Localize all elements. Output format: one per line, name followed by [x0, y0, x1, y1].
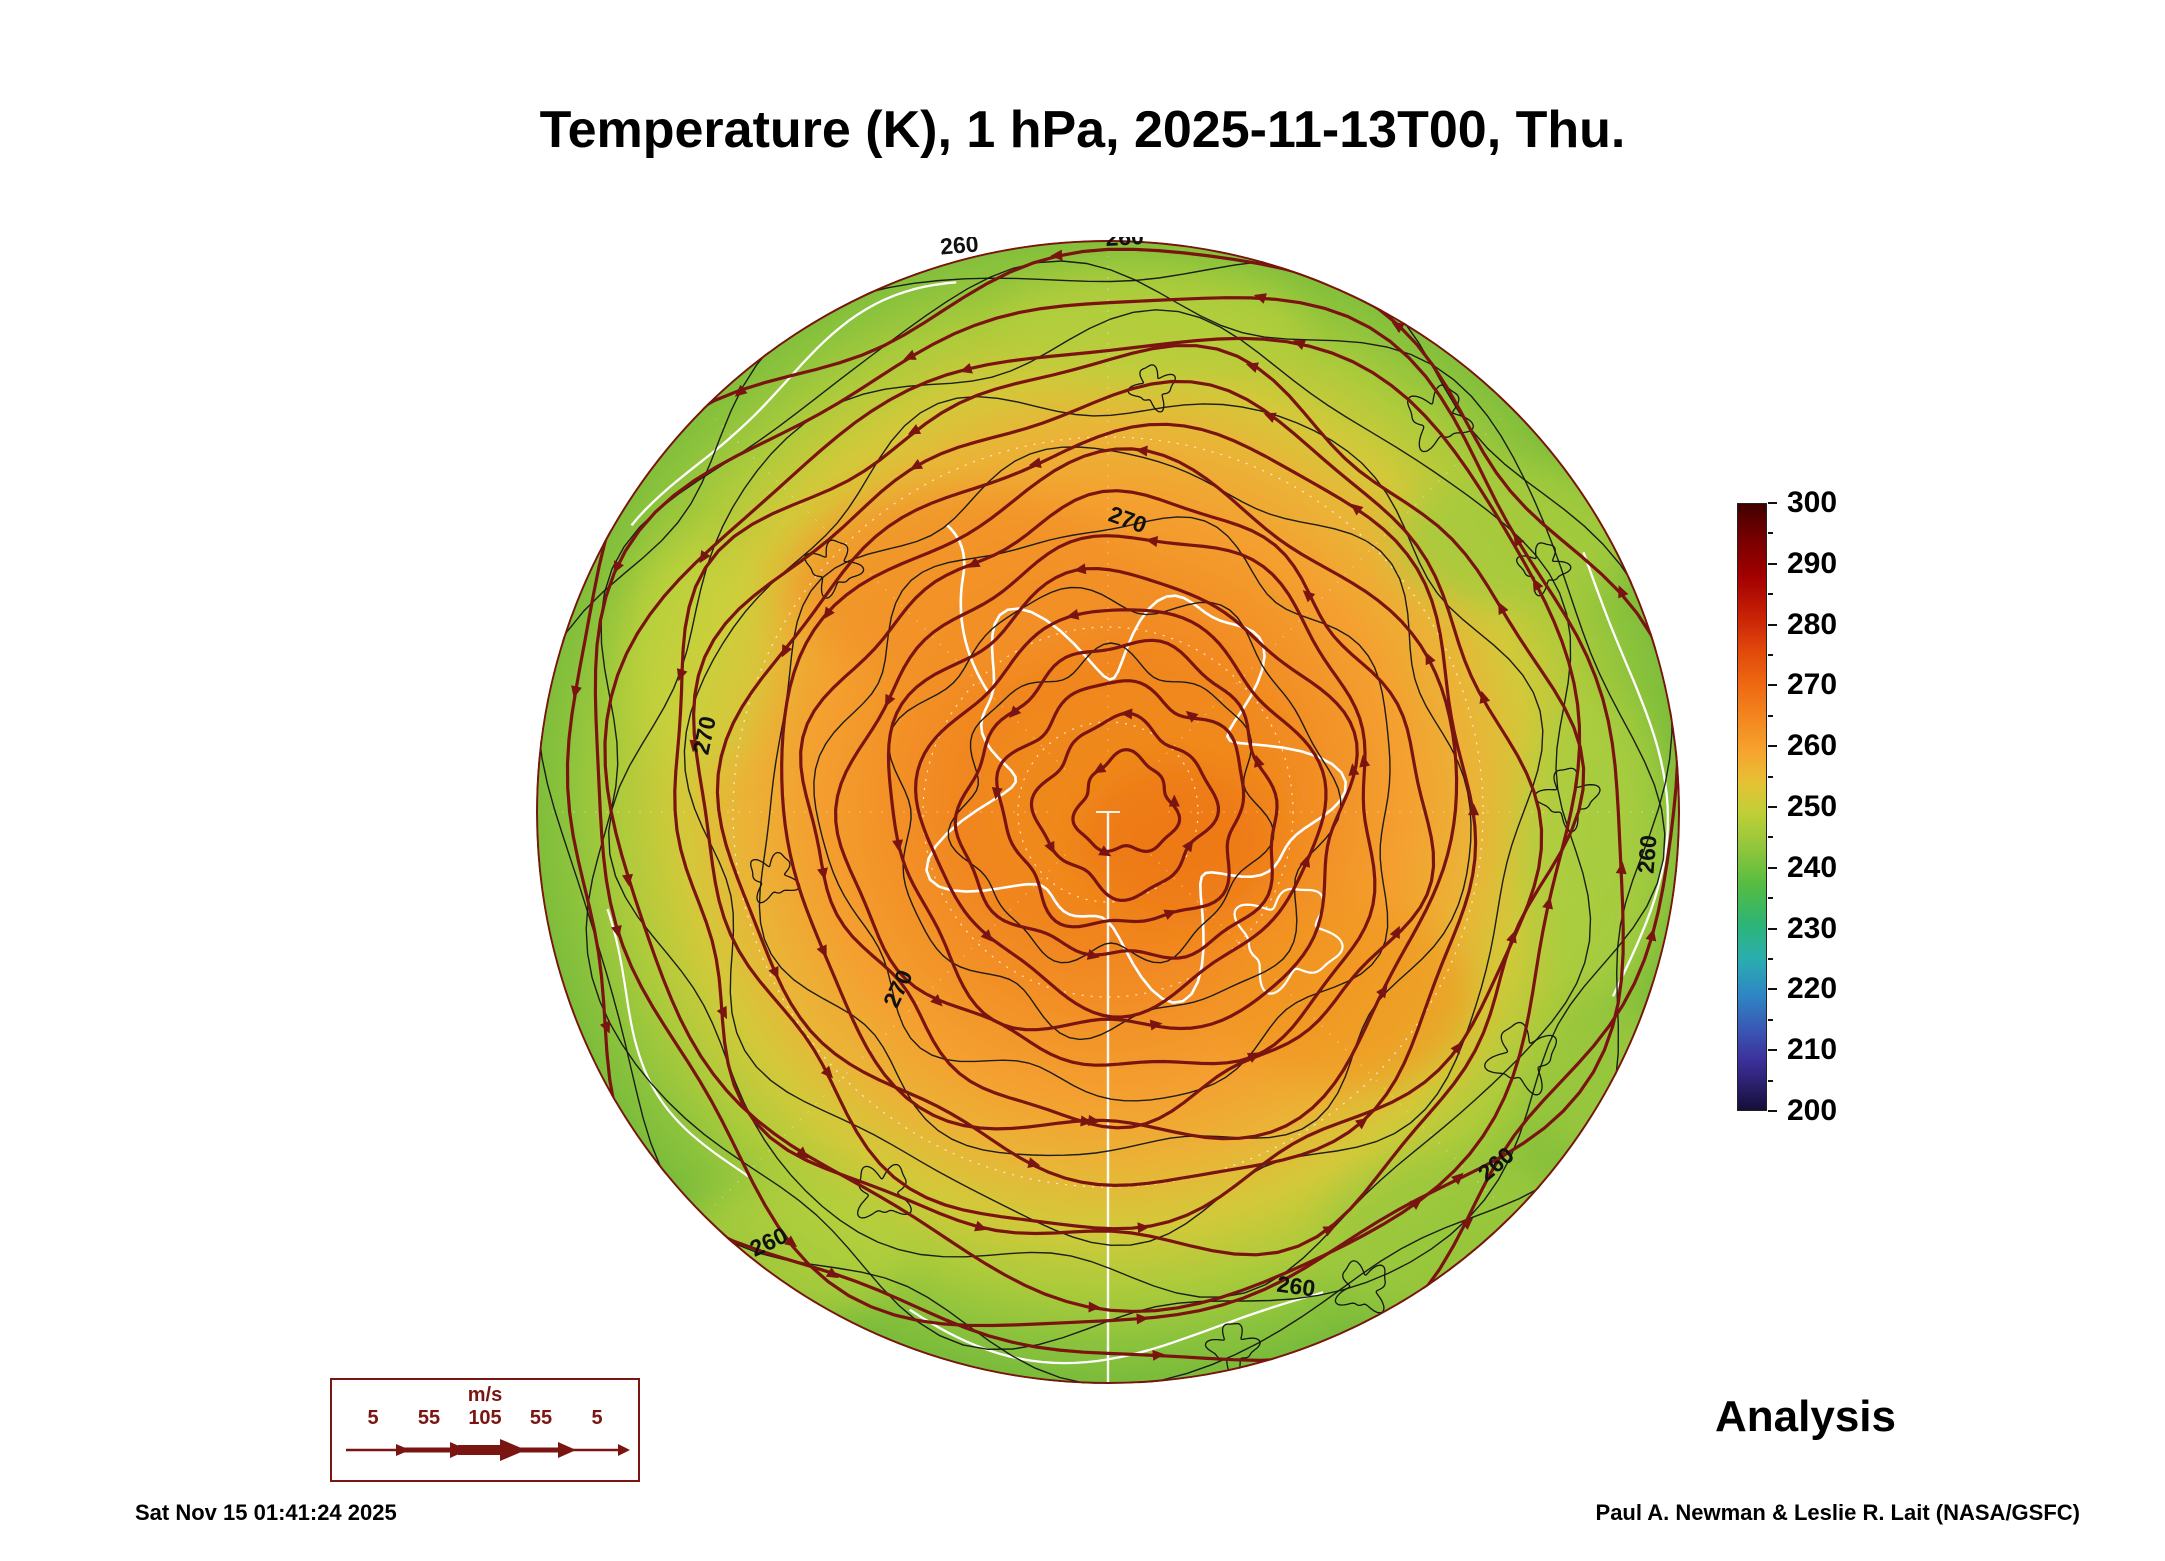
colorbar-tick-label: 220: [1787, 972, 1838, 1006]
polar-map-area: 260 270 260 270 270 260 260 260 260: [533, 223, 1683, 1387]
colorbar-gradient: [1737, 503, 1767, 1111]
wind-speed-value: 55: [529, 1407, 553, 1429]
colorbar-tick-mark: [1768, 866, 1777, 869]
colorbar-minor-tick: [1768, 897, 1773, 900]
contour-label: 260: [1275, 1271, 1317, 1302]
colorbar-tick-mark: [1768, 1110, 1777, 1112]
colorbar-tick-label: 270: [1787, 668, 1838, 702]
wind-speed-legend: m/s 5 55 105 55 5: [330, 1378, 640, 1482]
wind-speed-value: 55: [417, 1407, 441, 1429]
page-title: Temperature (K), 1 hPa, 2025-11-13T00, T…: [539, 101, 1626, 159]
colorbar-minor-tick: [1768, 654, 1773, 656]
colorbar-minor-tick: [1768, 1018, 1773, 1021]
wind-unit-label: m/s: [467, 1384, 503, 1406]
analysis-label: Analysis: [1715, 1392, 1896, 1441]
colorbar-tick-label: 200: [1787, 1094, 1838, 1127]
colorbar-minor-tick: [1768, 775, 1773, 778]
colorbar-ticks: 300 290 280 270 260 250 240 230 220 210 200: [1767, 487, 1857, 1127]
colorbar-tick-mark: [1768, 502, 1777, 504]
colorbar-minor-tick: [1768, 958, 1773, 960]
wind-speed-value: 5: [591, 1407, 603, 1429]
colorbar-tick-label: 240: [1787, 850, 1838, 884]
generation-timestamp: Sat Nov 15 01:41:24 2025: [135, 1500, 397, 1525]
colorbar-minor-tick: [1768, 836, 1773, 839]
wind-speed-value: 5: [367, 1407, 379, 1429]
colorbar-minor-tick: [1768, 593, 1773, 596]
colorbar-tick-mark: [1768, 806, 1777, 808]
wind-speed-value: 105: [468, 1407, 502, 1429]
colorbar-tick-mark: [1768, 684, 1777, 687]
colorbar-tick-label: 210: [1787, 1033, 1838, 1067]
contour-label: 260: [939, 237, 979, 260]
colorbar-tick-label: 300: [1787, 486, 1838, 519]
colorbar-minor-tick: [1768, 532, 1773, 535]
colorbar-tick-mark: [1768, 623, 1777, 626]
colorbar-tick-label: 260: [1787, 729, 1838, 763]
colorbar-tick-mark: [1768, 927, 1777, 930]
colorbar-tick-mark: [1768, 1049, 1777, 1052]
colorbar-minor-tick: [1768, 1079, 1773, 1082]
contour-label: 260: [1105, 237, 1145, 251]
contour-label: 260: [1632, 834, 1661, 874]
colorbar-tick-label: 290: [1787, 546, 1838, 580]
colorbar-tick-mark: [1768, 988, 1777, 991]
colorbar-tick-label: 280: [1787, 607, 1838, 641]
credit-line: Paul A. Newman & Leslie R. Lait (NASA/GS…: [1595, 1500, 2080, 1525]
colorbar-tick-label: 250: [1787, 790, 1838, 823]
colorbar-minor-tick: [1768, 714, 1773, 717]
wind-arrow-glyph: [346, 1439, 630, 1461]
colorbar-tick-label: 230: [1787, 911, 1838, 945]
colorbar: 300 290 280 270 260 250 240 230 220 210 200: [1737, 487, 1837, 1127]
colorbar-tick-mark: [1768, 745, 1777, 748]
colorbar-tick-mark: [1768, 562, 1777, 565]
wind-speed-values: 5 55 105 55 5: [345, 1406, 625, 1430]
